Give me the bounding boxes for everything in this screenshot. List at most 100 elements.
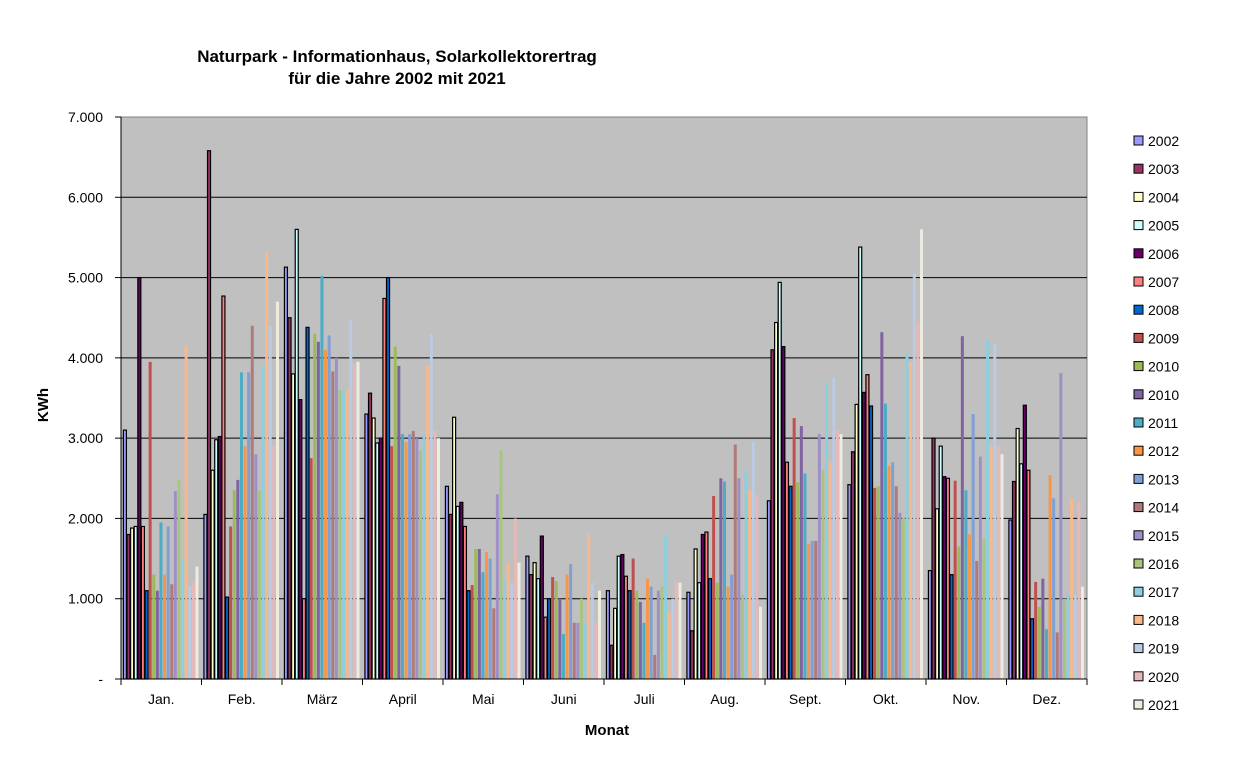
bar-2020-8 — [835, 430, 839, 679]
bar-2018-4 — [506, 562, 510, 679]
bar-2020-6 — [674, 582, 678, 679]
bar-2010-0 — [152, 574, 156, 679]
chart-title-line-2: für die Jahre 2002 mit 2021 — [288, 69, 505, 88]
bar-2010-5 — [554, 581, 558, 679]
bar-2008-1 — [224, 596, 230, 680]
bar-2016-6 — [660, 586, 664, 679]
bar-2006-10 — [942, 476, 947, 680]
x-axis-label: Monat — [585, 722, 629, 739]
y-tick-label: 4.000 — [68, 350, 103, 366]
legend-label: 2002 — [1148, 133, 1179, 149]
bar-2021-5 — [597, 590, 601, 679]
bar-2019-7 — [751, 442, 755, 679]
bar-2009-3 — [390, 446, 394, 679]
legend-swatch — [1133, 699, 1144, 710]
bar-2010-5 — [558, 598, 562, 679]
bar-2009-8 — [792, 418, 796, 679]
bar-2017-3 — [422, 434, 426, 679]
y-tick-label: 1.000 — [68, 591, 103, 607]
bar-2019-2 — [349, 319, 353, 679]
legend-swatch — [1133, 586, 1144, 597]
bar-2015-10 — [978, 456, 982, 679]
bar-2010-4 — [477, 548, 481, 679]
bar-2016-4 — [499, 450, 503, 679]
legend-label: 2009 — [1148, 330, 1179, 346]
bar-2020-0 — [191, 582, 195, 679]
bar-2013-7 — [730, 574, 734, 679]
legend-swatch — [1133, 473, 1144, 484]
legend-label: 2017 — [1148, 584, 1179, 600]
bar-2016-10 — [982, 538, 986, 679]
bar-2013-3 — [408, 434, 412, 679]
bar-2010-9 — [880, 332, 884, 679]
legend-label: 2003 — [1148, 161, 1179, 177]
legend: 2002 2003 2004 2005 2006 2007 2008 2009 2010 2010… — [1133, 133, 1179, 713]
bar-2002-4 — [444, 485, 450, 680]
x-tick-label: Aug. — [710, 691, 739, 707]
bar-2020-11 — [1077, 502, 1081, 679]
x-tick-label: Feb. — [228, 691, 256, 707]
bar-2013-2 — [327, 335, 331, 679]
bar-2018-9 — [909, 361, 913, 679]
chart-title-line-1: Naturpark - Informationhaus, Solarkollek… — [197, 47, 597, 66]
bar-2013-10 — [971, 414, 975, 679]
bar-2002-5 — [525, 555, 530, 680]
bar-2014-0 — [170, 584, 174, 679]
x-tick-label: Nov. — [952, 691, 980, 707]
bar-2005-7 — [697, 582, 702, 680]
bar-2017-9 — [905, 353, 909, 679]
bar-2019-4 — [510, 582, 514, 679]
legend-swatch — [1133, 220, 1144, 231]
bar-2009-0 — [148, 361, 152, 679]
bar-2018-2 — [345, 389, 349, 679]
bar-2002-3 — [364, 413, 369, 680]
bar-2012-8 — [807, 544, 811, 679]
bar-2006-8 — [781, 346, 786, 680]
bar-2009-9 — [873, 487, 877, 679]
bar-2018-1 — [265, 251, 269, 679]
bar-2003-10 — [931, 437, 936, 680]
bar-2016-7 — [740, 594, 744, 679]
bar-2021-11 — [1080, 586, 1084, 679]
legend-swatch — [1133, 191, 1144, 202]
bar-2017-0 — [181, 558, 185, 679]
bar-2015-9 — [898, 512, 902, 679]
legend-label: 2006 — [1148, 246, 1179, 262]
legend-swatch — [1133, 417, 1144, 428]
legend-label: 2014 — [1148, 500, 1179, 516]
bar-2004-11 — [1015, 427, 1020, 680]
legend-label: 2013 — [1148, 471, 1179, 487]
bar-2009-2 — [309, 458, 313, 679]
bar-2015-2 — [334, 357, 338, 679]
bar-2012-10 — [968, 534, 972, 679]
legend-swatch — [1133, 643, 1144, 654]
bar-2011-3 — [400, 434, 404, 679]
bar-2021-0 — [195, 566, 199, 679]
bar-2008-11 — [1029, 618, 1035, 680]
bar-2015-7 — [737, 478, 741, 679]
bar-2012-3 — [404, 442, 408, 679]
bar-2021-6 — [678, 582, 682, 679]
bar-2010-11 — [1041, 578, 1045, 679]
bar-2011-8 — [803, 473, 807, 679]
x-tick-label: Mai — [472, 691, 495, 707]
legend-swatch — [1133, 304, 1144, 315]
bar-2016-1 — [257, 490, 261, 679]
bar-2012-5 — [565, 574, 569, 679]
bar-2007-5 — [543, 616, 548, 680]
bar-2002-0 — [122, 429, 128, 680]
legend-swatch — [1133, 502, 1144, 513]
bar-2008-3 — [385, 276, 391, 680]
y-tick-label: 3.000 — [68, 430, 103, 446]
bar-2018-11 — [1070, 498, 1074, 679]
bar-2006-6 — [620, 553, 625, 680]
bar-2011-5 — [561, 634, 565, 679]
bar-2015-6 — [656, 590, 660, 679]
bar-2019-0 — [188, 586, 192, 679]
bar-2009-11 — [1034, 581, 1038, 679]
bar-2008-9 — [868, 405, 874, 680]
bar-2005-3 — [375, 442, 380, 680]
bar-2009-10 — [953, 480, 957, 679]
bar-2017-4 — [503, 578, 507, 679]
